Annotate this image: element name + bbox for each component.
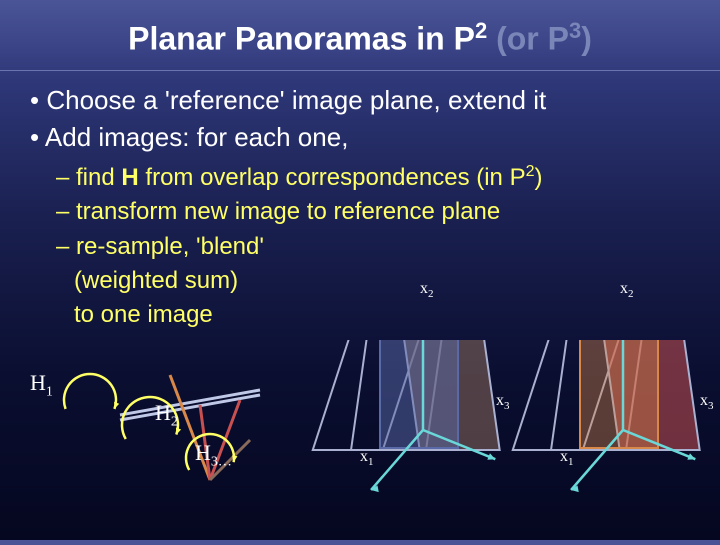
- sub-3a: – re-sample, 'blend': [56, 231, 720, 263]
- label-x2-a: x2: [420, 280, 434, 300]
- title-divider: [0, 70, 720, 71]
- label-H2: H2: [155, 400, 178, 430]
- label-x1-a: x1: [360, 448, 374, 468]
- label-x3-b: x3: [700, 392, 714, 412]
- sub-2: – transform new image to reference plane: [56, 196, 720, 228]
- bullet-list: • Choose a 'reference' image plane, exte…: [0, 83, 720, 155]
- label-x3-a: x3: [496, 392, 510, 412]
- title-prefix: Planar Panoramas in P: [128, 21, 475, 57]
- bullet-1: • Choose a 'reference' image plane, exte…: [30, 83, 690, 118]
- title-gray-open: (or P: [487, 21, 569, 57]
- sub-bullets: – find H from overlap correspondences (i…: [0, 157, 720, 332]
- label-H1: H1: [30, 370, 53, 400]
- sub-1: – find H from overlap correspondences (i…: [56, 161, 720, 194]
- bullet-2: • Add images: for each one,: [30, 120, 690, 155]
- label-x1-b: x1: [560, 448, 574, 468]
- sub-3c: to one image: [56, 299, 720, 331]
- label-x2-b: x2: [620, 280, 634, 300]
- title-sup1: 2: [475, 18, 487, 43]
- title-sup2: 3: [569, 18, 581, 43]
- title-gray-close: ): [581, 21, 592, 57]
- label-H3: H3…: [195, 440, 232, 470]
- diagram-svg: [0, 340, 720, 540]
- slide-title: Planar Panoramas in P2 (or P3): [0, 0, 720, 66]
- diagram-area: H1 H2 H3… x2 x3 x1 x2 x3 x1: [0, 340, 720, 540]
